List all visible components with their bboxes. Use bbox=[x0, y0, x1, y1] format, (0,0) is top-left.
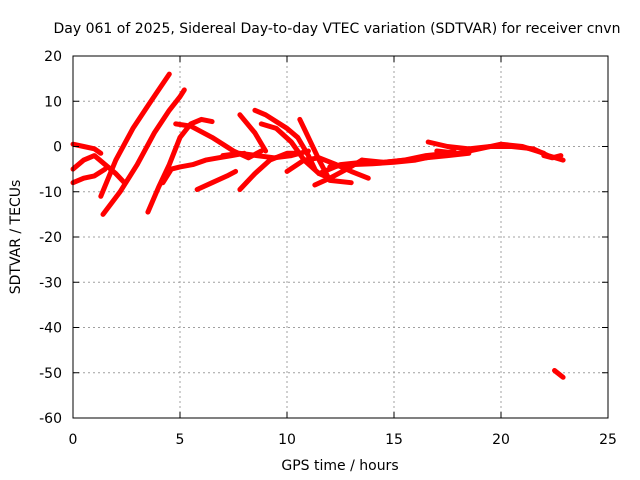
series-track-04 bbox=[98, 71, 172, 199]
x-tick-label: 5 bbox=[176, 432, 185, 448]
series-track-24 bbox=[552, 368, 566, 380]
series-track-01 bbox=[70, 141, 104, 156]
series-track-07 bbox=[160, 150, 247, 186]
series-track-14 bbox=[220, 148, 311, 161]
x-tick-label: 25 bbox=[599, 432, 617, 448]
series-track-05 bbox=[100, 87, 187, 217]
grid bbox=[73, 56, 608, 418]
series-group bbox=[70, 71, 566, 380]
y-tick-label: -50 bbox=[39, 366, 62, 382]
x-tick-label: 0 bbox=[69, 432, 78, 448]
y-tick-label: -30 bbox=[39, 275, 62, 291]
series-track-13 bbox=[258, 121, 333, 181]
series-track-06 bbox=[145, 116, 215, 215]
y-tick-label: -40 bbox=[39, 321, 62, 337]
x-tick-label: 10 bbox=[278, 432, 296, 448]
y-axis-label: SDTVAR / TECUs bbox=[8, 180, 24, 295]
x-tick-label: 20 bbox=[492, 432, 510, 448]
series-track-09 bbox=[194, 168, 239, 192]
x-axis-label: GPS time / hours bbox=[281, 458, 398, 474]
y-tick-label: -60 bbox=[39, 411, 62, 427]
series-track-03 bbox=[70, 166, 108, 186]
y-tick-label: -20 bbox=[39, 230, 62, 246]
series-track-22 bbox=[434, 141, 547, 156]
series-track-12 bbox=[252, 107, 318, 172]
axis-ticks: 0 5 10 15 20 25 -60 -50 -40 -30 -20 -10 0 10 20 bbox=[39, 49, 617, 448]
series-track-11 bbox=[237, 112, 269, 154]
series-track-15 bbox=[284, 155, 371, 181]
series-track-20 bbox=[359, 150, 450, 165]
x-tick-label: 15 bbox=[385, 432, 403, 448]
y-tick-label: 20 bbox=[44, 49, 62, 65]
y-tick-label: 0 bbox=[53, 140, 62, 156]
series-track-16 bbox=[297, 116, 354, 186]
chart-title: Day 061 of 2025, Sidereal Day-to-day VTE… bbox=[54, 21, 621, 37]
series-track-23 bbox=[541, 153, 564, 161]
series-track-02 bbox=[70, 153, 127, 186]
y-tick-label: -10 bbox=[39, 185, 62, 201]
y-tick-label: 10 bbox=[44, 94, 62, 110]
